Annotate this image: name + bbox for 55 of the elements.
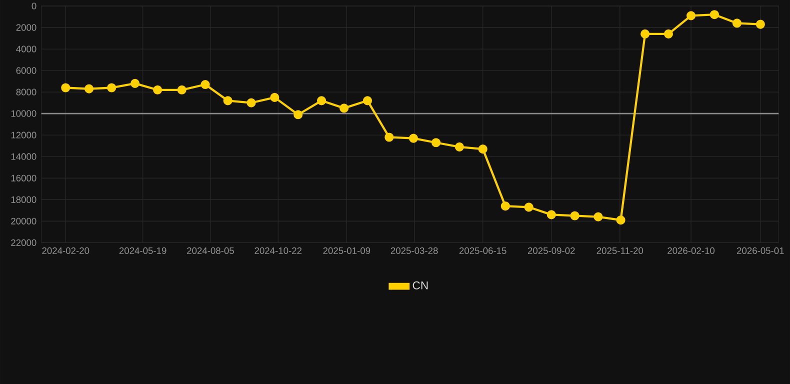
point	[454, 142, 464, 152]
point	[130, 78, 140, 88]
x-tick-label: 2025-06-15	[459, 247, 506, 254]
x-tick-label: 2024-02-20	[42, 247, 90, 254]
y-tick-label: 20000	[11, 218, 36, 224]
point	[594, 212, 603, 222]
point	[153, 85, 162, 94]
x-tick-label: 2025-09-02	[528, 247, 575, 254]
point	[710, 10, 719, 20]
point	[640, 29, 650, 38]
point	[500, 202, 510, 211]
y-tick-label: 12000	[11, 132, 36, 138]
y-tick-label: 6000	[16, 67, 36, 74]
x-tick-label: 2026-02-10	[668, 247, 715, 254]
point	[524, 202, 534, 212]
point	[686, 11, 696, 20]
y-tick-label: 10000	[11, 110, 36, 117]
point	[431, 138, 441, 148]
y-tick-label: 4000	[16, 46, 36, 52]
x-tick-label: 2026-05-01	[737, 247, 784, 254]
point	[616, 216, 626, 225]
y-tick-label: 2000	[16, 24, 36, 31]
point	[61, 83, 70, 92]
y-tick-label: 16000	[11, 174, 36, 182]
point	[664, 29, 674, 38]
point	[384, 132, 394, 142]
y-tick-label: 18000	[11, 196, 36, 203]
x-tick-label: 2025-01-09	[323, 247, 370, 254]
point	[200, 80, 210, 90]
point	[478, 144, 488, 154]
point	[756, 20, 765, 29]
x-tick-label: 2025-11-20	[596, 247, 644, 254]
point	[546, 210, 556, 220]
point	[340, 104, 349, 113]
point	[408, 134, 418, 143]
point	[294, 110, 303, 120]
point	[246, 98, 256, 108]
y-tick-label: 0	[32, 2, 36, 10]
y-tick-label: 14000	[11, 153, 36, 160]
y-tick-label: 22000	[11, 239, 36, 246]
x-tick-label: 2025-03-28	[390, 247, 438, 254]
legend-label: CN	[412, 281, 428, 290]
point	[316, 96, 326, 106]
y-tick-label: 8000	[16, 88, 36, 96]
point	[270, 92, 280, 102]
point	[362, 96, 372, 106]
x-tick-label: 2024-08-05	[187, 247, 234, 254]
x-tick-label: 2024-10-22	[254, 247, 302, 254]
point	[107, 83, 116, 92]
point	[177, 85, 186, 94]
point	[570, 211, 580, 220]
point	[223, 96, 232, 106]
point	[732, 18, 742, 28]
point	[84, 84, 94, 94]
x-tick-label: 2024-05-19	[119, 247, 166, 254]
